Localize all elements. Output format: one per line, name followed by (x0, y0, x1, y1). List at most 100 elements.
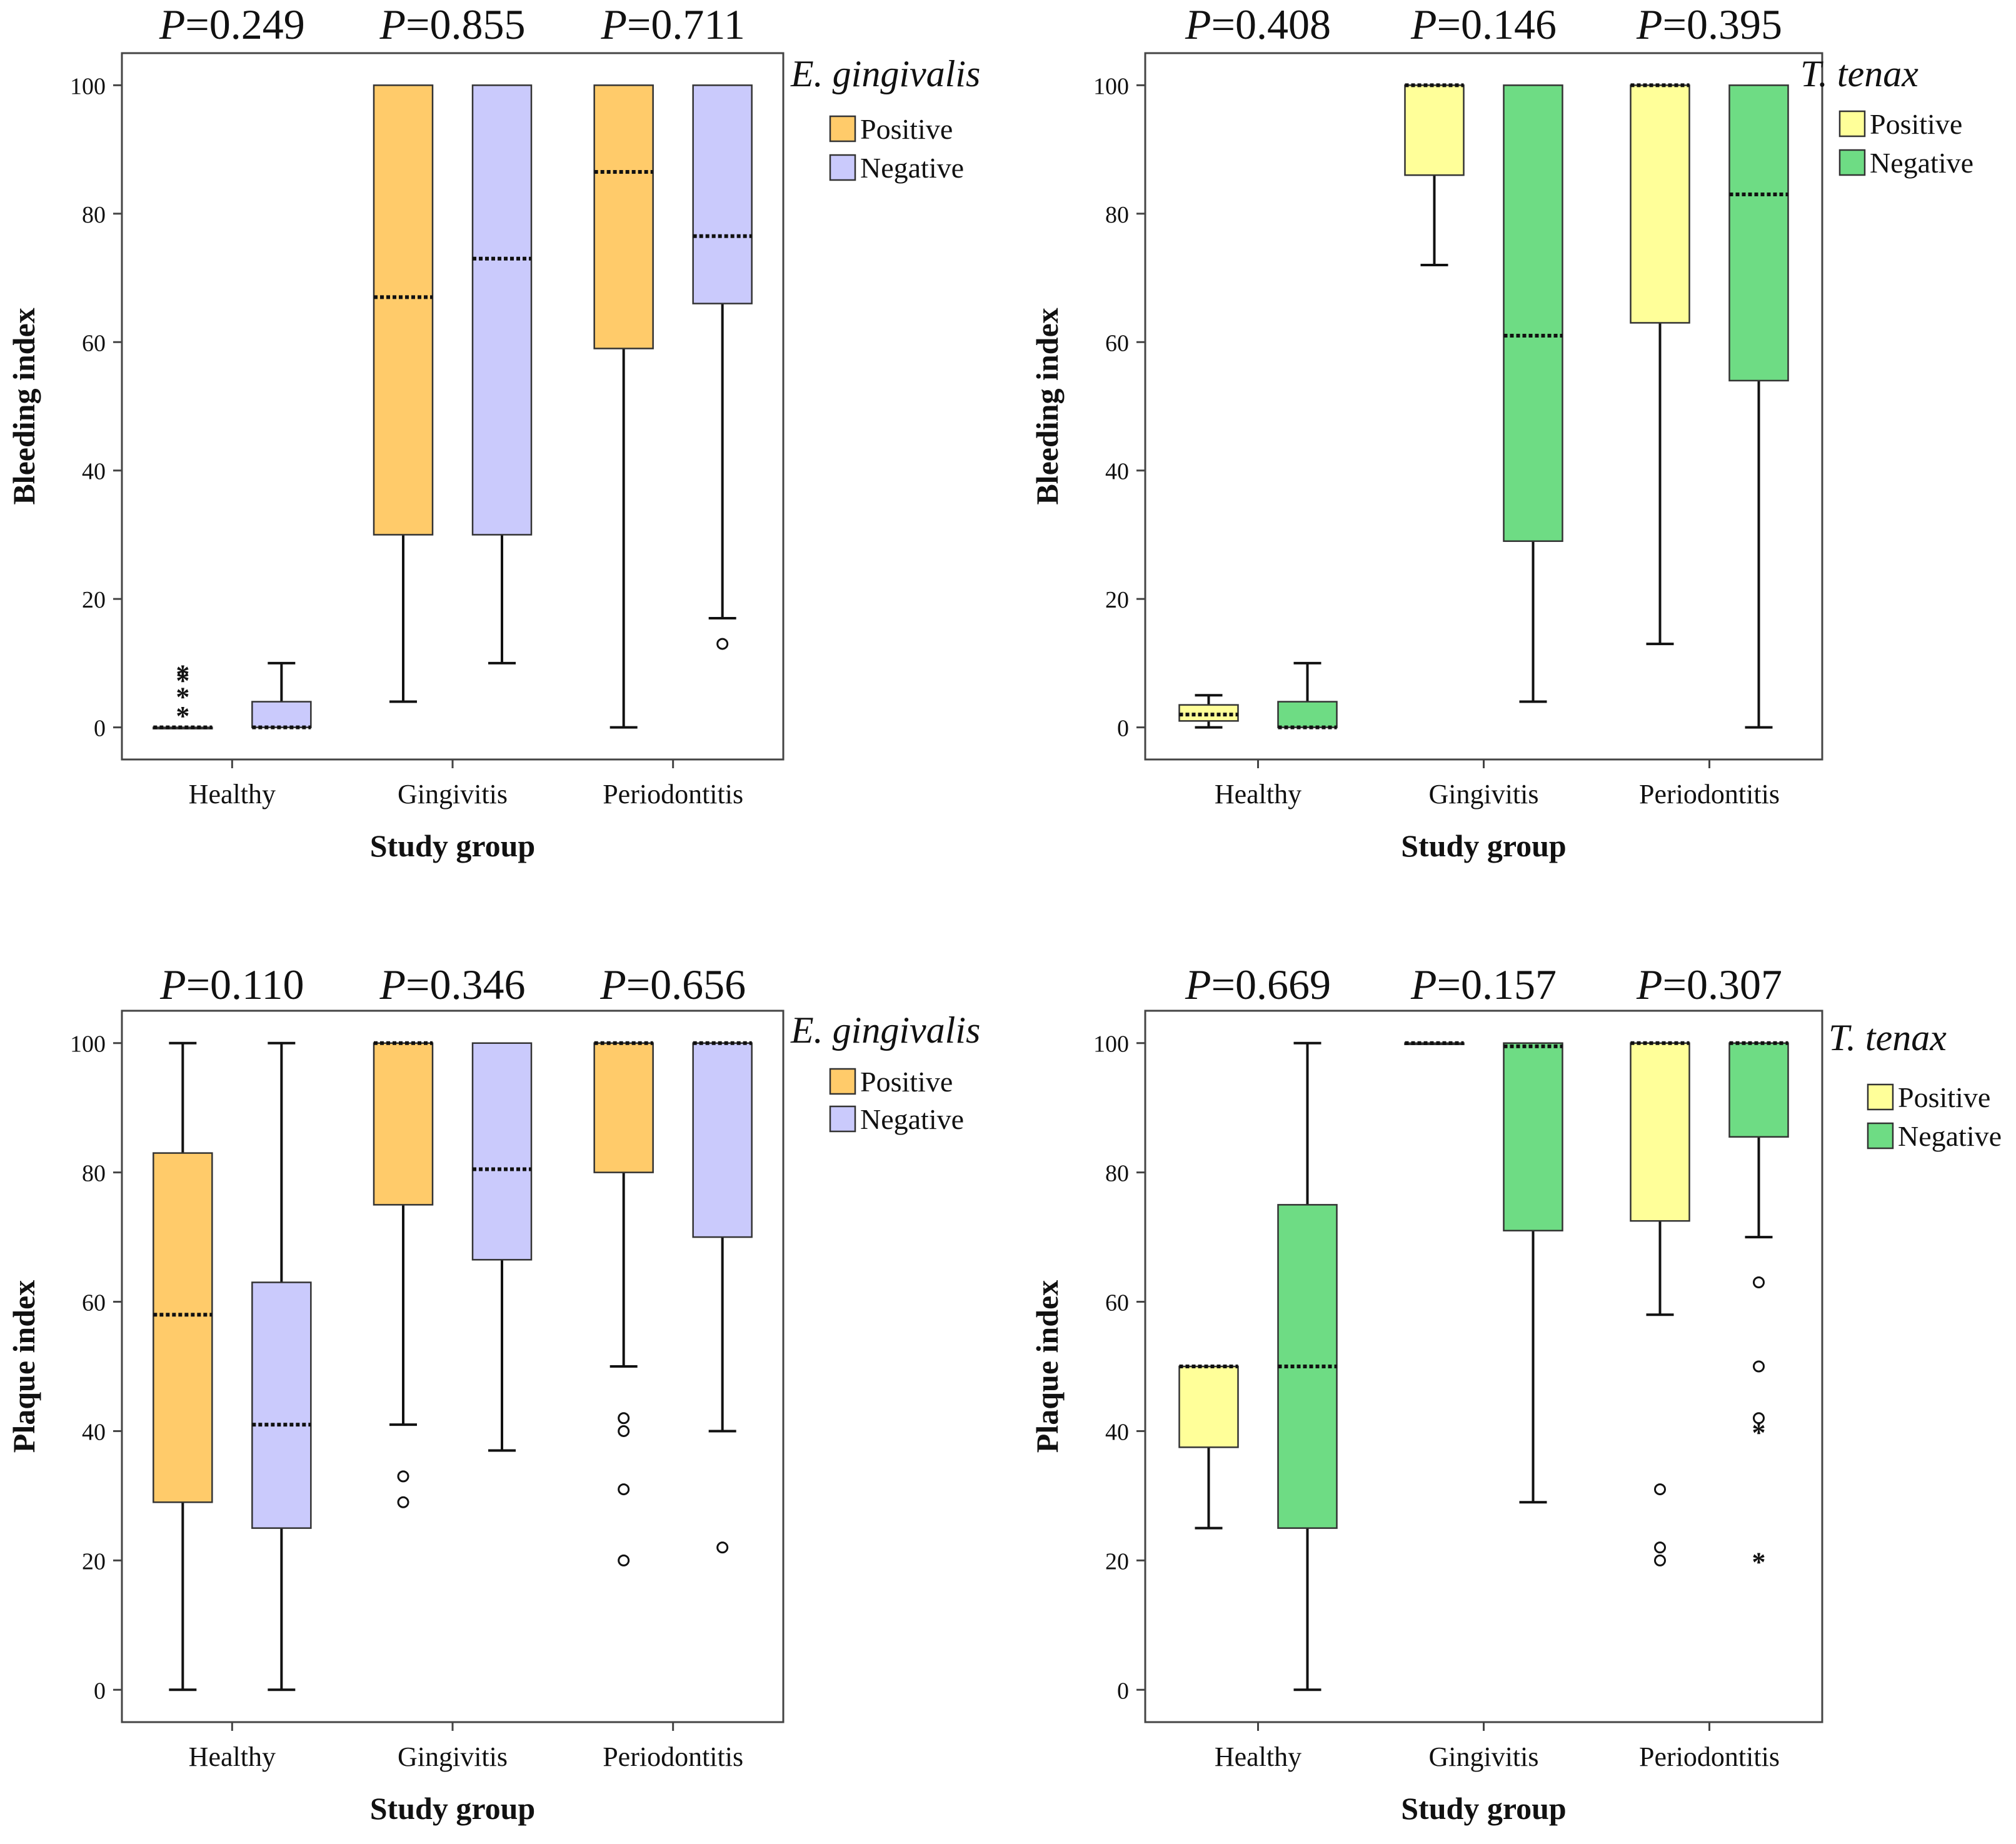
box-iqr (1728, 1042, 1789, 1138)
box-iqr (1404, 84, 1465, 176)
y-tick-label: 60 (1105, 1290, 1129, 1316)
y-tick-label: 40 (82, 459, 106, 485)
x-tick-label: Periodontitis (1639, 1741, 1780, 1772)
outlier-point (716, 1541, 729, 1554)
p-symbol: P (1410, 961, 1437, 1008)
box-negative-gingivitis (1503, 1042, 1563, 1504)
p-symbol: P (1185, 961, 1211, 1008)
box-negative-periodontitis (692, 1041, 753, 1554)
y-tick-label: 40 (1105, 459, 1129, 485)
p-symbol: P (600, 1, 627, 48)
p-symbol: P (159, 1, 186, 48)
y-tick-label: 20 (1105, 587, 1129, 613)
box-iqr (1503, 1042, 1563, 1231)
p-value-healthy: P=0.110 (159, 961, 304, 1008)
x-tick-label: Gingivitis (1428, 1741, 1538, 1772)
legend-title: E. gingivalis (790, 53, 980, 94)
plot-frame (1144, 52, 1823, 761)
p-value-healthy: P=0.408 (1185, 1, 1331, 48)
box-iqr (1630, 84, 1690, 324)
p-value-gingivitis: P=0.346 (379, 961, 526, 1008)
legend-label-positive: Positive (1870, 108, 1962, 140)
legend-label-positive: Positive (860, 113, 953, 145)
legend-swatch-positive (829, 115, 856, 143)
y-tick-label: 60 (1105, 330, 1129, 356)
panel-4: 0 20 40 60 80 100 Healthy Gingivitis Periodontit… (1030, 961, 2002, 1826)
outlier-point (618, 1425, 630, 1437)
box-iqr (153, 1152, 213, 1503)
y-tick-label: 60 (82, 1290, 106, 1316)
x-axis-title: Study group (1401, 1791, 1566, 1826)
y-tick-label: 20 (1105, 1548, 1129, 1575)
outlier-point (1654, 1483, 1666, 1496)
p-value-text: =0.656 (626, 961, 746, 1008)
p-symbol: P (1185, 1, 1211, 48)
y-tick-label: 0 (94, 1678, 106, 1704)
y-axis-title: Plaque index (6, 1280, 41, 1453)
legend-label-negative: Negative (1870, 147, 1973, 179)
extreme-point: * (176, 659, 189, 689)
outlier-point (1753, 1276, 1765, 1289)
legend-label-negative: Negative (1898, 1120, 2002, 1152)
y-tick-label: 100 (1093, 73, 1129, 99)
p-value-healthy: P=0.249 (159, 1, 305, 48)
box-iqr (1178, 1365, 1239, 1448)
extreme-point: * (176, 701, 189, 731)
panel-2: 0 20 40 60 80 100 Healthy Gingivitis Periodontit… (1030, 1, 1973, 863)
box-iqr (251, 701, 312, 728)
p-value-periodontitis: P=0.307 (1636, 961, 1782, 1008)
p-symbol: P (379, 1, 406, 48)
y-tick-label: 0 (1117, 716, 1129, 742)
legend: T. tenax Positive Negative (1828, 1017, 2002, 1152)
p-symbol: P (379, 961, 406, 1008)
p-value-text: =0.711 (627, 1, 745, 48)
legend-swatch-negative (1838, 149, 1866, 176)
y-axis-title: Plaque index (1030, 1280, 1065, 1453)
y-tick-label: 100 (70, 1031, 106, 1058)
y-tick-label: 0 (94, 716, 106, 742)
p-value-periodontitis: P=0.395 (1636, 1, 1782, 48)
y-tick-label: 100 (70, 73, 106, 99)
box-iqr (373, 1042, 434, 1206)
legend-swatch-negative (1867, 1122, 1894, 1150)
p-value-gingivitis: P=0.157 (1410, 961, 1557, 1008)
box-negative-healthy (251, 661, 312, 729)
p-value-text: =0.855 (406, 1, 525, 48)
p-value-periodontitis: P=0.711 (600, 1, 745, 48)
p-symbol: P (1636, 1, 1663, 48)
box-iqr (692, 1042, 753, 1238)
y-tick-label: 0 (1117, 1678, 1129, 1704)
box-positive-gingivitis (373, 84, 434, 703)
plot-frame (1144, 1010, 1823, 1723)
x-tick-label: Healthy (189, 779, 276, 809)
outlier-point (618, 1554, 630, 1566)
box-negative-healthy (1277, 1041, 1338, 1691)
plot-frame (121, 52, 785, 761)
box-iqr (593, 1042, 654, 1173)
legend-swatch-positive (829, 1068, 856, 1095)
box-iqr (1277, 701, 1338, 728)
box-negative-gingivitis (471, 1042, 533, 1452)
legend-label-positive: Positive (1898, 1081, 1990, 1113)
y-axis-title: Bleeding index (1030, 308, 1065, 504)
y-tick-label: 80 (1105, 202, 1129, 228)
outlier-point (1654, 1554, 1666, 1566)
y-tick-label: 40 (82, 1419, 106, 1445)
outlier-point (618, 1483, 630, 1496)
x-tick-label: Gingivitis (398, 1741, 508, 1772)
box-positive-gingivitis (373, 1041, 434, 1508)
y-tick-label: 20 (82, 1548, 106, 1575)
y-tick-label: 80 (82, 202, 106, 228)
p-symbol: P (159, 961, 186, 1008)
p-symbol: P (599, 961, 626, 1008)
extreme-point: * (176, 666, 189, 696)
legend-label-positive: Positive (860, 1066, 953, 1098)
y-tick-label: 80 (82, 1161, 106, 1187)
x-tick-label: Healthy (189, 1741, 276, 1772)
extreme-point: * (1752, 1546, 1766, 1577)
box-negative-periodontitis: ** (1728, 1041, 1789, 1577)
p-value-text: =0.146 (1437, 1, 1557, 48)
outlier-point (618, 1412, 630, 1425)
y-tick-label: 40 (1105, 1419, 1129, 1445)
box-iqr (471, 84, 533, 536)
